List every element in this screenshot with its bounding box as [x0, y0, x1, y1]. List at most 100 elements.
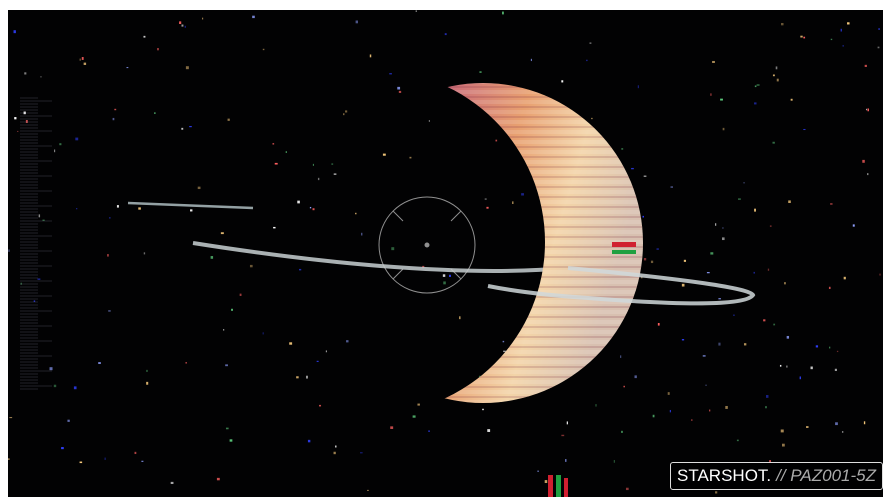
star [768, 269, 769, 271]
star [417, 404, 419, 406]
star [181, 128, 183, 130]
star [591, 118, 593, 119]
star [811, 367, 813, 370]
star [621, 431, 622, 433]
star [718, 343, 720, 346]
star [737, 440, 739, 442]
star [334, 173, 337, 175]
star [225, 364, 228, 366]
star [715, 491, 717, 493]
star [67, 420, 69, 422]
star [39, 214, 40, 217]
star [829, 347, 830, 349]
star [842, 45, 843, 46]
star [614, 460, 615, 463]
star [842, 431, 843, 432]
star [638, 85, 639, 88]
star [24, 72, 26, 74]
star [310, 207, 311, 208]
star [537, 471, 538, 472]
star [98, 362, 101, 364]
star [313, 164, 314, 166]
star [40, 76, 41, 77]
star [772, 142, 774, 144]
star [776, 66, 778, 69]
star [879, 274, 880, 276]
star [479, 71, 481, 72]
star [844, 277, 846, 280]
star [773, 74, 775, 76]
star [54, 385, 56, 387]
planet [323, 83, 643, 403]
star [706, 385, 707, 386]
star [644, 258, 646, 260]
star [228, 119, 230, 121]
star [754, 209, 756, 212]
star [313, 208, 315, 210]
star [189, 126, 192, 127]
star [275, 163, 278, 165]
star [221, 232, 224, 234]
star [830, 203, 832, 205]
star [117, 205, 119, 208]
star [829, 287, 831, 289]
star [171, 482, 174, 484]
star [346, 340, 348, 342]
star [715, 223, 716, 226]
star [770, 225, 772, 226]
star [76, 208, 77, 209]
star [878, 28, 879, 30]
star [272, 143, 274, 144]
star [703, 355, 706, 357]
star [308, 440, 310, 442]
star [146, 382, 148, 385]
star [657, 248, 659, 249]
star [389, 73, 392, 74]
star [108, 310, 110, 311]
star [835, 422, 838, 425]
star [211, 256, 213, 259]
star [867, 173, 868, 175]
star [847, 22, 850, 24]
star [263, 49, 265, 50]
star [185, 362, 187, 363]
star [682, 284, 685, 287]
star [360, 452, 363, 453]
star [651, 261, 653, 263]
star [623, 386, 625, 388]
star [763, 319, 765, 321]
star [37, 279, 40, 280]
star [273, 227, 275, 228]
star [297, 201, 300, 204]
star [126, 67, 128, 68]
star [835, 369, 837, 371]
star [286, 151, 287, 153]
star [567, 421, 568, 424]
star [74, 386, 77, 389]
star [223, 329, 224, 330]
star [334, 452, 336, 454]
star [82, 57, 84, 60]
star [561, 80, 563, 82]
star [198, 187, 201, 189]
star [626, 488, 629, 490]
star [416, 11, 417, 12]
star [766, 395, 768, 398]
star [252, 16, 255, 18]
star [50, 367, 53, 370]
star [803, 37, 805, 39]
brand-text: STARSHOT. [677, 466, 771, 486]
space-scene [8, 10, 883, 497]
star [668, 392, 670, 395]
star [718, 298, 721, 299]
star [837, 351, 838, 352]
star [109, 217, 110, 218]
page: STARSHOT. // PAZ001-5Z (() => { const da… [0, 0, 883, 497]
star [722, 227, 723, 228]
star [143, 36, 145, 38]
star [788, 200, 791, 203]
code-text: // PAZ001-5Z [776, 466, 876, 486]
star [816, 345, 818, 347]
star [710, 252, 713, 254]
star [684, 260, 686, 262]
